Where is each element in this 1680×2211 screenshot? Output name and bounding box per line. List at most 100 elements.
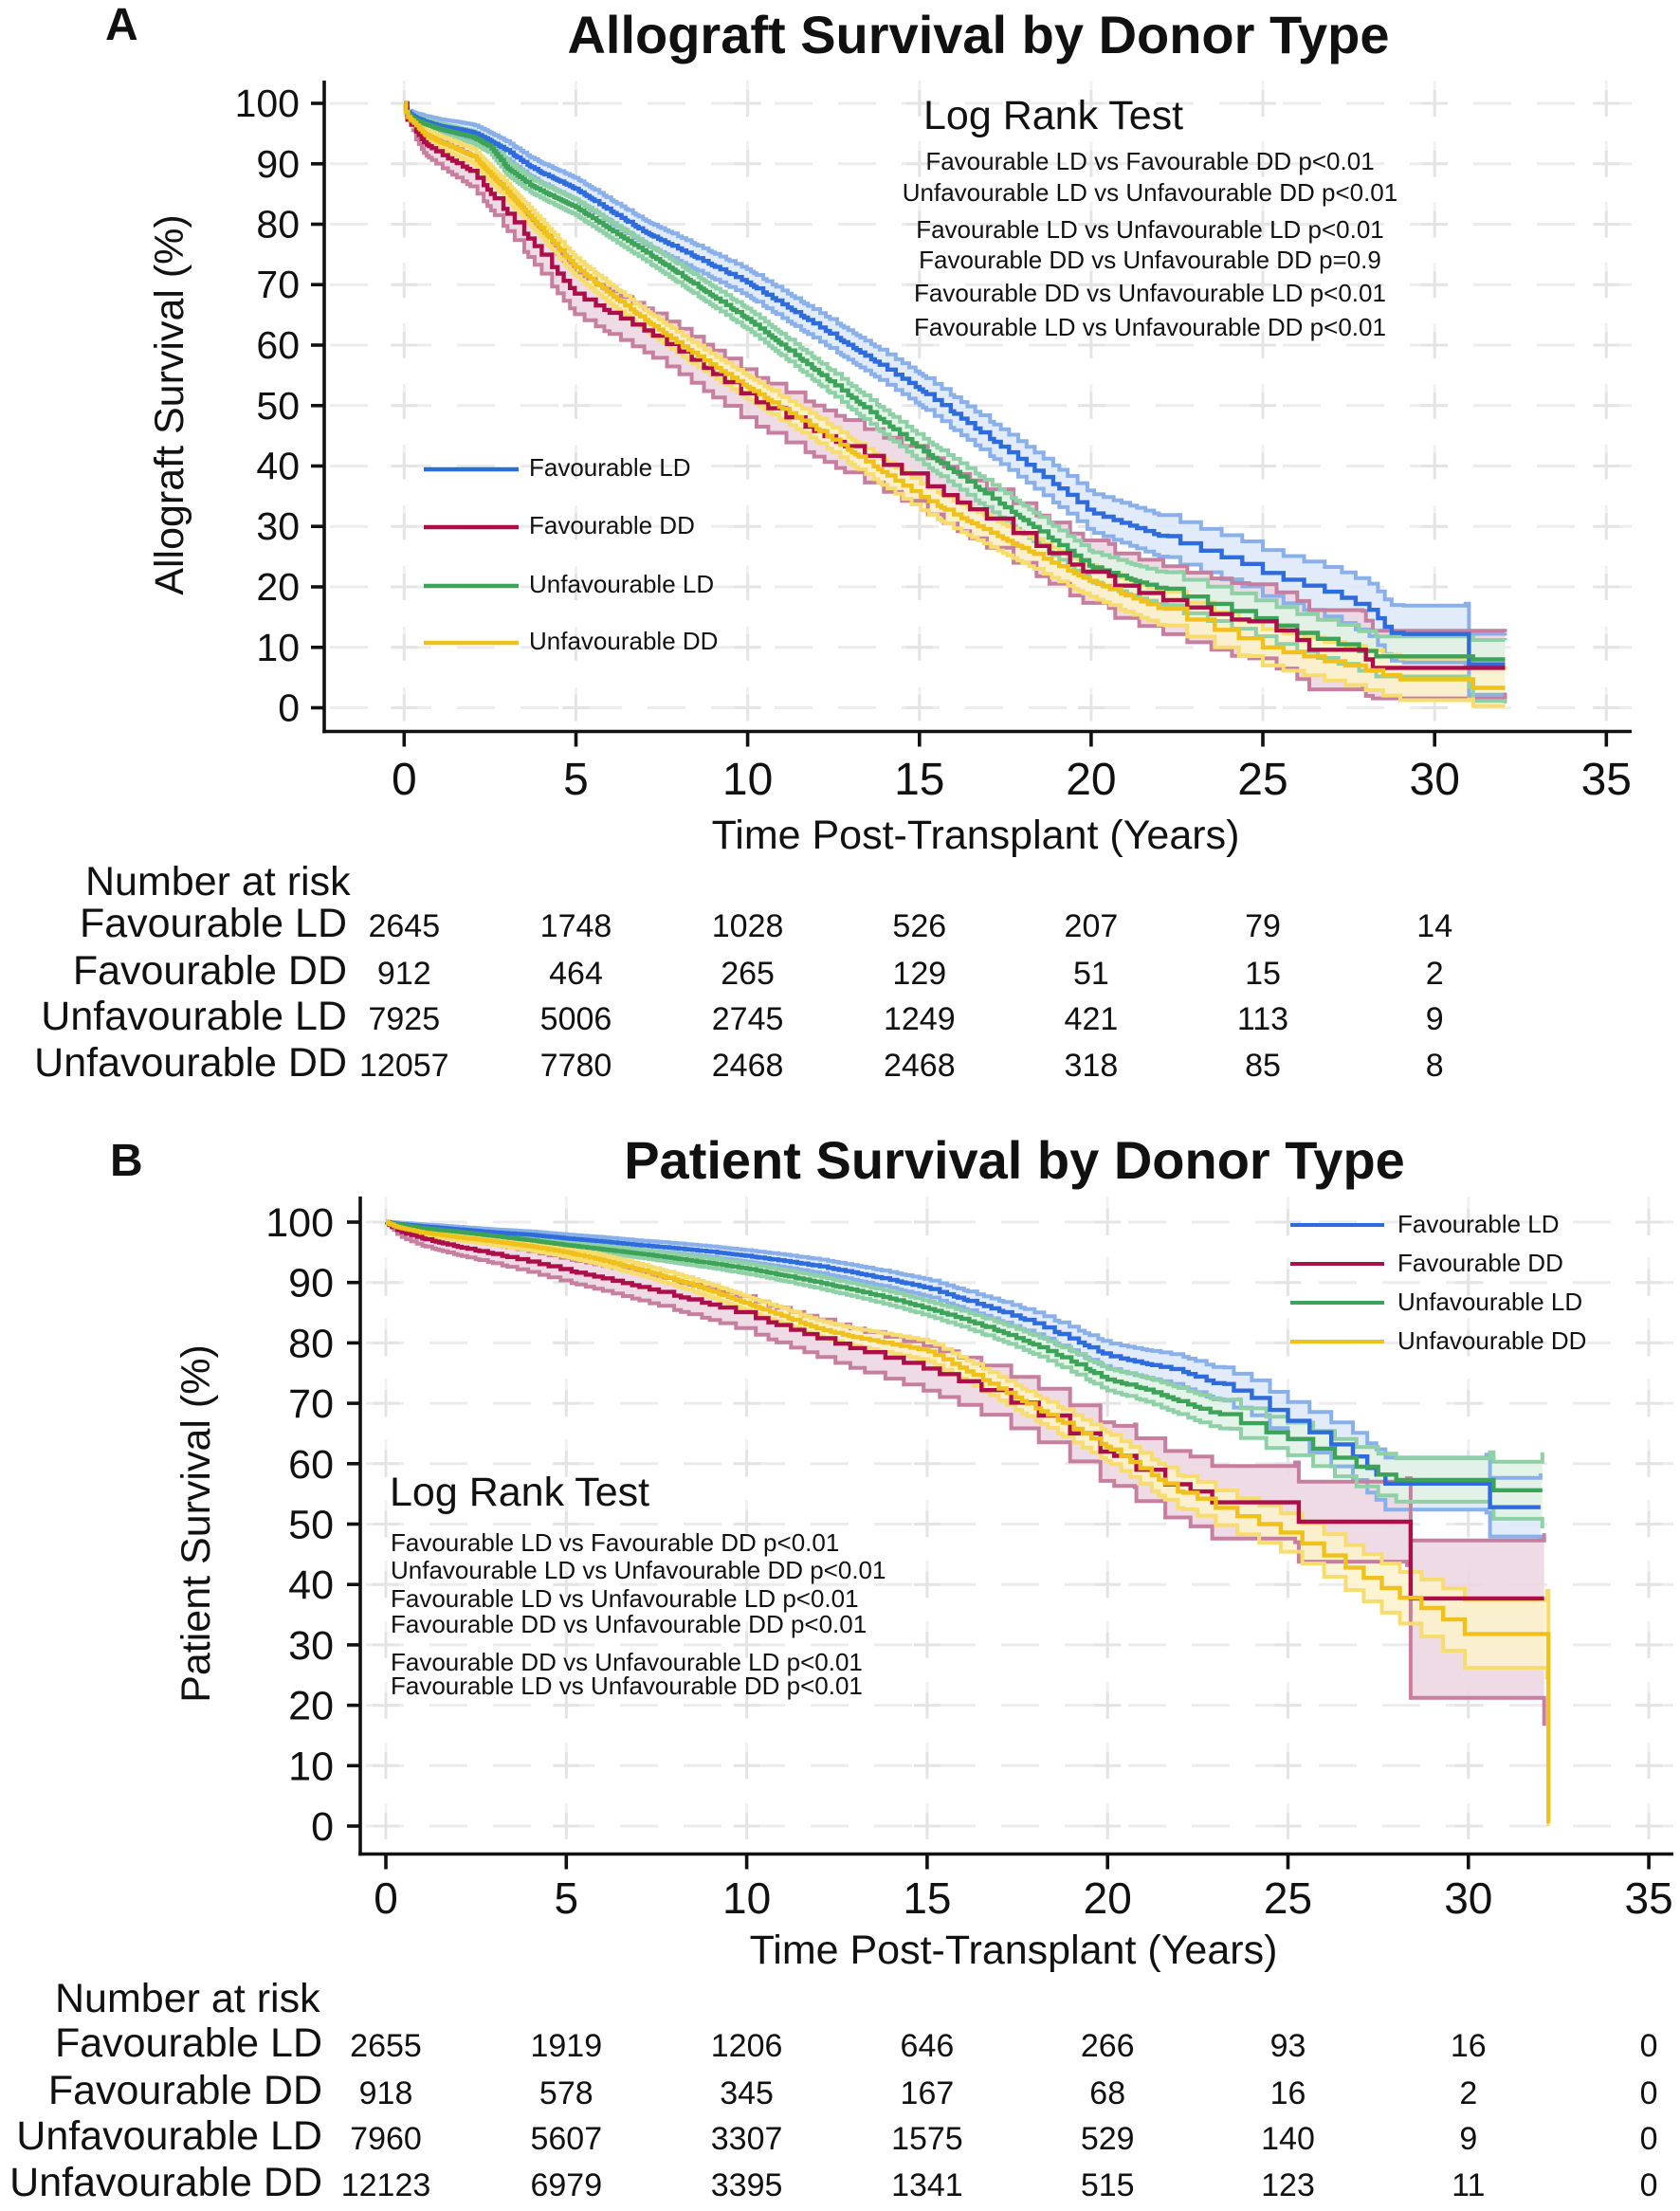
svg-text:9: 9 <box>1426 1001 1444 1037</box>
svg-text:60: 60 <box>288 1442 334 1488</box>
svg-text:Allograft Survival by Donor Ty: Allograft Survival by Donor Type <box>567 5 1389 64</box>
svg-text:90: 90 <box>288 1261 334 1306</box>
svg-text:207: 207 <box>1065 908 1119 944</box>
svg-text:85: 85 <box>1245 1048 1281 1084</box>
svg-text:464: 464 <box>549 956 603 992</box>
svg-text:Unfavourable LD vs Unfavourabl: Unfavourable LD vs Unfavourable DD p<0.0… <box>391 1556 886 1584</box>
svg-text:10: 10 <box>722 755 773 805</box>
svg-text:Patient Survival by Donor Type: Patient Survival by Donor Type <box>624 1130 1405 1190</box>
svg-text:0: 0 <box>392 755 417 805</box>
svg-text:646: 646 <box>901 2028 955 2064</box>
svg-text:50: 50 <box>288 1503 334 1548</box>
svg-text:Log Rank Test: Log Rank Test <box>390 1470 649 1515</box>
svg-text:100: 100 <box>235 82 300 125</box>
svg-text:0: 0 <box>374 1873 398 1923</box>
svg-text:80: 80 <box>256 203 300 247</box>
svg-text:Favourable LD: Favourable LD <box>529 453 691 482</box>
svg-text:20: 20 <box>288 1684 334 1729</box>
svg-text:Favourable DD vs Unfavourable: Favourable DD vs Unfavourable LD p<0.01 <box>391 1648 863 1676</box>
svg-text:Favourable LD vs Favourable DD: Favourable LD vs Favourable DD p<0.01 <box>925 147 1374 175</box>
svg-text:7925: 7925 <box>368 1001 440 1037</box>
svg-text:Unfavourable LD: Unfavourable LD <box>529 570 714 598</box>
svg-text:Time Post-Transplant (Years): Time Post-Transplant (Years) <box>750 1928 1278 1973</box>
svg-text:Unfavourable DD: Unfavourable DD <box>1397 1326 1586 1355</box>
svg-text:123: 123 <box>1261 2167 1315 2203</box>
svg-text:2468: 2468 <box>712 1048 784 1084</box>
svg-text:Unfavourable DD: Unfavourable DD <box>34 1040 347 1086</box>
svg-text:Unfavourable DD: Unfavourable DD <box>9 2160 322 2205</box>
svg-text:B: B <box>110 1136 143 1186</box>
svg-text:Unfavourable LD vs Unfavourabl: Unfavourable LD vs Unfavourable DD p<0.0… <box>903 178 1397 207</box>
svg-text:Favourable LD: Favourable LD <box>80 901 347 946</box>
svg-text:20: 20 <box>256 565 300 609</box>
svg-text:Favourable LD vs Unfavourable: Favourable LD vs Unfavourable DD p<0.01 <box>914 313 1386 341</box>
svg-text:35: 35 <box>1581 755 1632 805</box>
svg-text:16: 16 <box>1270 2075 1306 2111</box>
svg-text:14: 14 <box>1416 908 1452 944</box>
svg-text:345: 345 <box>720 2075 774 2111</box>
svg-text:Number at risk: Number at risk <box>85 859 351 904</box>
svg-text:5006: 5006 <box>540 1001 612 1037</box>
svg-text:167: 167 <box>901 2075 955 2111</box>
svg-text:10: 10 <box>722 1873 771 1923</box>
svg-text:Time Post-Transplant (Years): Time Post-Transplant (Years) <box>712 813 1240 858</box>
svg-text:5607: 5607 <box>530 2121 602 2157</box>
svg-text:70: 70 <box>288 1381 334 1427</box>
svg-text:Favourable DD vs Unfavourable: Favourable DD vs Unfavourable DD p=0.9 <box>919 246 1381 274</box>
svg-text:Log Rank Test: Log Rank Test <box>923 93 1183 138</box>
svg-text:Favourable LD vs Unfavourable: Favourable LD vs Unfavourable LD p<0.01 <box>916 215 1384 244</box>
svg-text:Allograft Survival (%): Allograft Survival (%) <box>147 214 192 594</box>
svg-text:912: 912 <box>377 956 431 992</box>
svg-text:1028: 1028 <box>712 908 784 944</box>
svg-text:918: 918 <box>359 2075 413 2111</box>
svg-text:Unfavourable DD: Unfavourable DD <box>529 627 718 655</box>
svg-text:1575: 1575 <box>891 2121 963 2157</box>
svg-text:129: 129 <box>892 956 946 992</box>
svg-text:0: 0 <box>1640 2167 1658 2203</box>
svg-text:Unfavourable LD: Unfavourable LD <box>16 2113 322 2159</box>
svg-text:1919: 1919 <box>530 2028 602 2064</box>
svg-text:0: 0 <box>1640 2028 1658 2064</box>
svg-text:2468: 2468 <box>884 1048 956 1084</box>
svg-text:30: 30 <box>256 504 300 548</box>
svg-text:421: 421 <box>1065 1001 1119 1037</box>
svg-text:2745: 2745 <box>712 1001 784 1037</box>
svg-text:Favourable DD vs Unfavourable: Favourable DD vs Unfavourable DD p<0.01 <box>391 1610 867 1638</box>
svg-text:Favourable DD: Favourable DD <box>48 2068 322 2113</box>
svg-text:40: 40 <box>288 1562 334 1608</box>
svg-text:15: 15 <box>903 1873 951 1923</box>
svg-text:30: 30 <box>1410 755 1460 805</box>
svg-text:51: 51 <box>1073 956 1109 992</box>
svg-text:Favourable DD: Favourable DD <box>1397 1249 1563 1277</box>
svg-text:30: 30 <box>288 1623 334 1669</box>
svg-text:25: 25 <box>1264 1873 1312 1923</box>
svg-text:1206: 1206 <box>711 2028 783 2064</box>
svg-text:6979: 6979 <box>530 2167 602 2203</box>
svg-text:7960: 7960 <box>350 2121 422 2157</box>
svg-text:79: 79 <box>1245 908 1281 944</box>
svg-text:80: 80 <box>288 1321 334 1366</box>
svg-text:7780: 7780 <box>540 1048 612 1084</box>
svg-text:5: 5 <box>563 755 589 805</box>
svg-text:20: 20 <box>1084 1873 1132 1923</box>
svg-text:35: 35 <box>1625 1873 1673 1923</box>
svg-text:15: 15 <box>894 755 944 805</box>
svg-text:10: 10 <box>288 1744 334 1789</box>
svg-text:0: 0 <box>278 686 300 730</box>
svg-text:20: 20 <box>1066 755 1116 805</box>
svg-text:A: A <box>105 0 138 50</box>
svg-text:1341: 1341 <box>891 2167 963 2203</box>
svg-text:15: 15 <box>1245 956 1281 992</box>
svg-text:2: 2 <box>1459 2075 1477 2111</box>
svg-text:12123: 12123 <box>341 2167 431 2203</box>
svg-text:Patient Survival (%): Patient Survival (%) <box>173 1344 219 1703</box>
svg-text:25: 25 <box>1237 755 1287 805</box>
svg-text:Unfavourable LD: Unfavourable LD <box>41 994 347 1039</box>
svg-text:Number at risk: Number at risk <box>55 1976 320 2021</box>
svg-text:40: 40 <box>256 445 300 488</box>
svg-text:Favourable LD vs Favourable DD: Favourable LD vs Favourable DD p<0.01 <box>391 1528 839 1557</box>
svg-text:515: 515 <box>1081 2167 1135 2203</box>
svg-text:16: 16 <box>1451 2028 1487 2064</box>
svg-text:Favourable LD: Favourable LD <box>55 2020 322 2066</box>
svg-text:0: 0 <box>1640 2075 1658 2111</box>
